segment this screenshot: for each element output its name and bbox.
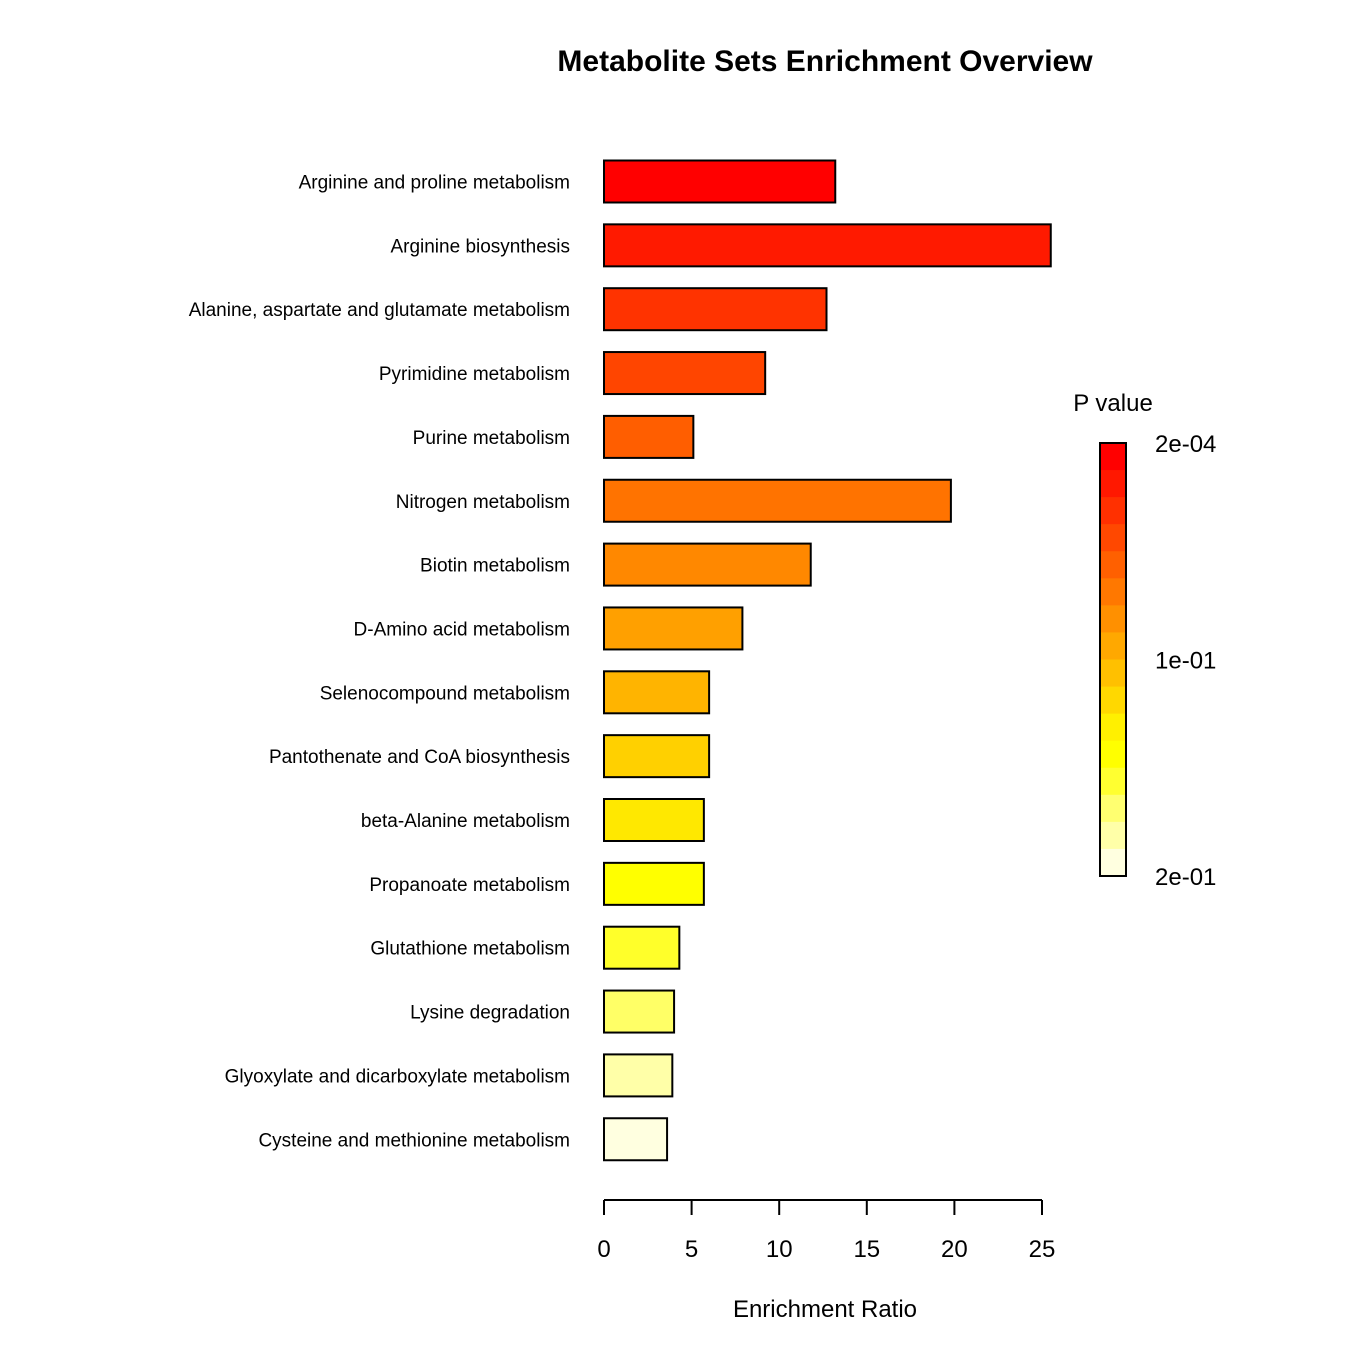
category-label: Purine metabolism	[413, 428, 570, 449]
legend-swatch	[1100, 497, 1126, 525]
x-tick-label: 5	[685, 1236, 698, 1263]
bar	[603, 1117, 669, 1162]
category-label: Glyoxylate and dicarboxylate metabolism	[225, 1066, 570, 1087]
category-label: Cysteine and methionine metabolism	[258, 1130, 570, 1151]
x-tick-label: 10	[766, 1236, 793, 1263]
x-tick-label: 25	[1029, 1236, 1056, 1263]
legend-swatch	[1100, 551, 1126, 579]
bar	[603, 542, 812, 587]
x-tick-label: 0	[597, 1236, 610, 1263]
x-tick-label: 20	[941, 1236, 968, 1263]
bar	[603, 670, 711, 715]
category-label: Lysine degradation	[410, 1003, 570, 1024]
category-label: Alanine, aspartate and glutamate metabol…	[189, 300, 570, 321]
legend-swatch	[1100, 524, 1126, 552]
category-label: Pyrimidine metabolism	[379, 364, 570, 385]
legend-label: 2e-04	[1155, 431, 1216, 458]
bar	[603, 1053, 674, 1098]
legend-swatch	[1100, 632, 1126, 660]
legend-swatch	[1100, 686, 1126, 715]
bar	[603, 351, 767, 396]
legend-label: 2e-01	[1155, 864, 1216, 891]
bar	[603, 734, 711, 779]
category-label: Pantothenate and CoA biosynthesis	[269, 747, 570, 768]
x-tick-label: 15	[853, 1236, 880, 1263]
legend-frame	[1099, 442, 1127, 877]
category-label: Propanoate metabolism	[369, 875, 570, 896]
category-label: Nitrogen metabolism	[396, 492, 570, 513]
legend-swatch	[1100, 794, 1126, 823]
legend-swatch	[1100, 443, 1126, 471]
legend-swatch	[1100, 821, 1126, 850]
bar	[603, 159, 837, 204]
bar	[603, 287, 828, 332]
legend-swatch	[1100, 605, 1126, 633]
bar	[603, 606, 744, 651]
category-label: Biotin metabolism	[420, 556, 570, 577]
legend-swatch	[1100, 740, 1126, 769]
category-label: beta-Alanine metabolism	[361, 811, 570, 832]
bar	[603, 414, 695, 459]
bar	[603, 989, 676, 1034]
legend-swatch	[1100, 767, 1126, 796]
bar	[603, 925, 681, 970]
category-label: D-Amino acid metabolism	[354, 619, 570, 640]
legend-label: 1e-01	[1155, 648, 1216, 675]
legend-swatch	[1100, 578, 1126, 606]
x-axis: 0 5 10 15 20 25	[597, 1199, 1056, 1263]
x-axis-title: Enrichment Ratio	[733, 1296, 917, 1323]
category-label: Glutathione metabolism	[370, 939, 570, 960]
chart-title: Metabolite Sets Enrichment Overview	[557, 45, 1093, 78]
legend-swatch	[1100, 470, 1126, 498]
legend-title: P value	[1073, 390, 1153, 417]
legend-swatch	[1100, 848, 1126, 877]
bar	[603, 223, 1052, 268]
bar	[603, 478, 952, 523]
category-label: Arginine biosynthesis	[390, 236, 570, 257]
legend: P value 2e-04 1e-01 2e-01	[1073, 390, 1216, 891]
category-labels: Arginine and proline metabolism Arginine …	[189, 173, 570, 1152]
legend-swatch	[1100, 659, 1126, 688]
bars-layer	[603, 159, 1052, 1162]
bar	[603, 861, 705, 906]
legend-swatch	[1100, 713, 1126, 742]
category-label: Arginine and proline metabolism	[299, 173, 570, 194]
category-label: Selenocompound metabolism	[320, 683, 570, 704]
bar	[603, 798, 705, 842]
